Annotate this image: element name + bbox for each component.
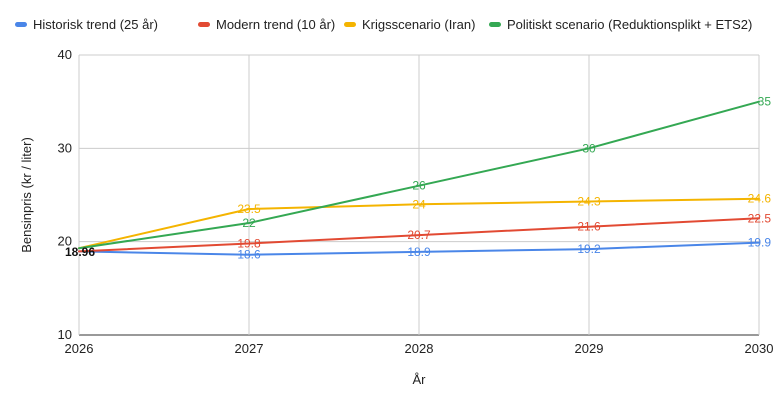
data-label: 22: [242, 216, 256, 230]
series-lines: [78, 100, 760, 256]
data-label: 30: [582, 141, 596, 155]
grid: [78, 54, 760, 336]
start-value-label: 18.96: [65, 245, 95, 259]
data-label: 18.9: [407, 245, 431, 259]
legend-entry: Krigsscenario (Iran): [362, 17, 475, 32]
series-line-2: [78, 197, 760, 250]
legend-swatch: [198, 22, 210, 27]
x-axis-title: År: [413, 372, 427, 387]
x-tick-label: 2026: [65, 341, 94, 356]
legend-swatch: [344, 22, 356, 27]
legend-swatch: [15, 22, 27, 27]
data-label: 19.8: [237, 237, 261, 251]
x-tick-label: 2029: [575, 341, 604, 356]
data-label: 20.7: [407, 228, 431, 242]
series-line-1: [78, 217, 760, 253]
data-label: 21.6: [577, 220, 601, 234]
data-label: 24: [412, 197, 426, 211]
data-label: 18.6: [237, 248, 261, 262]
legend-swatch: [489, 22, 501, 27]
y-tick-label: 20: [58, 234, 72, 249]
data-label: 26: [412, 179, 426, 193]
data-label: 24.3: [577, 195, 601, 209]
legend-entry: Historisk trend (25 år): [33, 17, 158, 32]
data-label: 19.9: [748, 236, 772, 250]
y-axis-title: Bensinpris (kr / liter): [19, 137, 34, 253]
data-label: 23.5: [237, 202, 261, 216]
x-tick-label: 2030: [745, 341, 774, 356]
data-label: 19.2: [577, 242, 601, 256]
x-tick-label: 2028: [405, 341, 434, 356]
data-label: 35: [758, 95, 772, 109]
data-labels: 18.6 18.9 19.2 19.9 19.8 20.7 21.6 22.5 23.5 24 24…: [237, 95, 771, 262]
y-tick-label: 10: [58, 327, 72, 342]
series-line-0: [78, 241, 760, 256]
y-tick-label: 30: [58, 140, 72, 155]
legend-entry: Modern trend (10 år): [216, 17, 335, 32]
data-label: 22.5: [748, 211, 772, 225]
x-tick-label: 2027: [235, 341, 264, 356]
legend: Historisk trend (25 år) Modern trend (10 …: [15, 17, 752, 32]
series-line-3: [78, 100, 760, 250]
y-tick-label: 40: [58, 47, 72, 62]
data-label: 24.6: [748, 192, 772, 206]
legend-entry: Politiskt scenario (Reduktionsplikt + ET…: [507, 17, 752, 32]
